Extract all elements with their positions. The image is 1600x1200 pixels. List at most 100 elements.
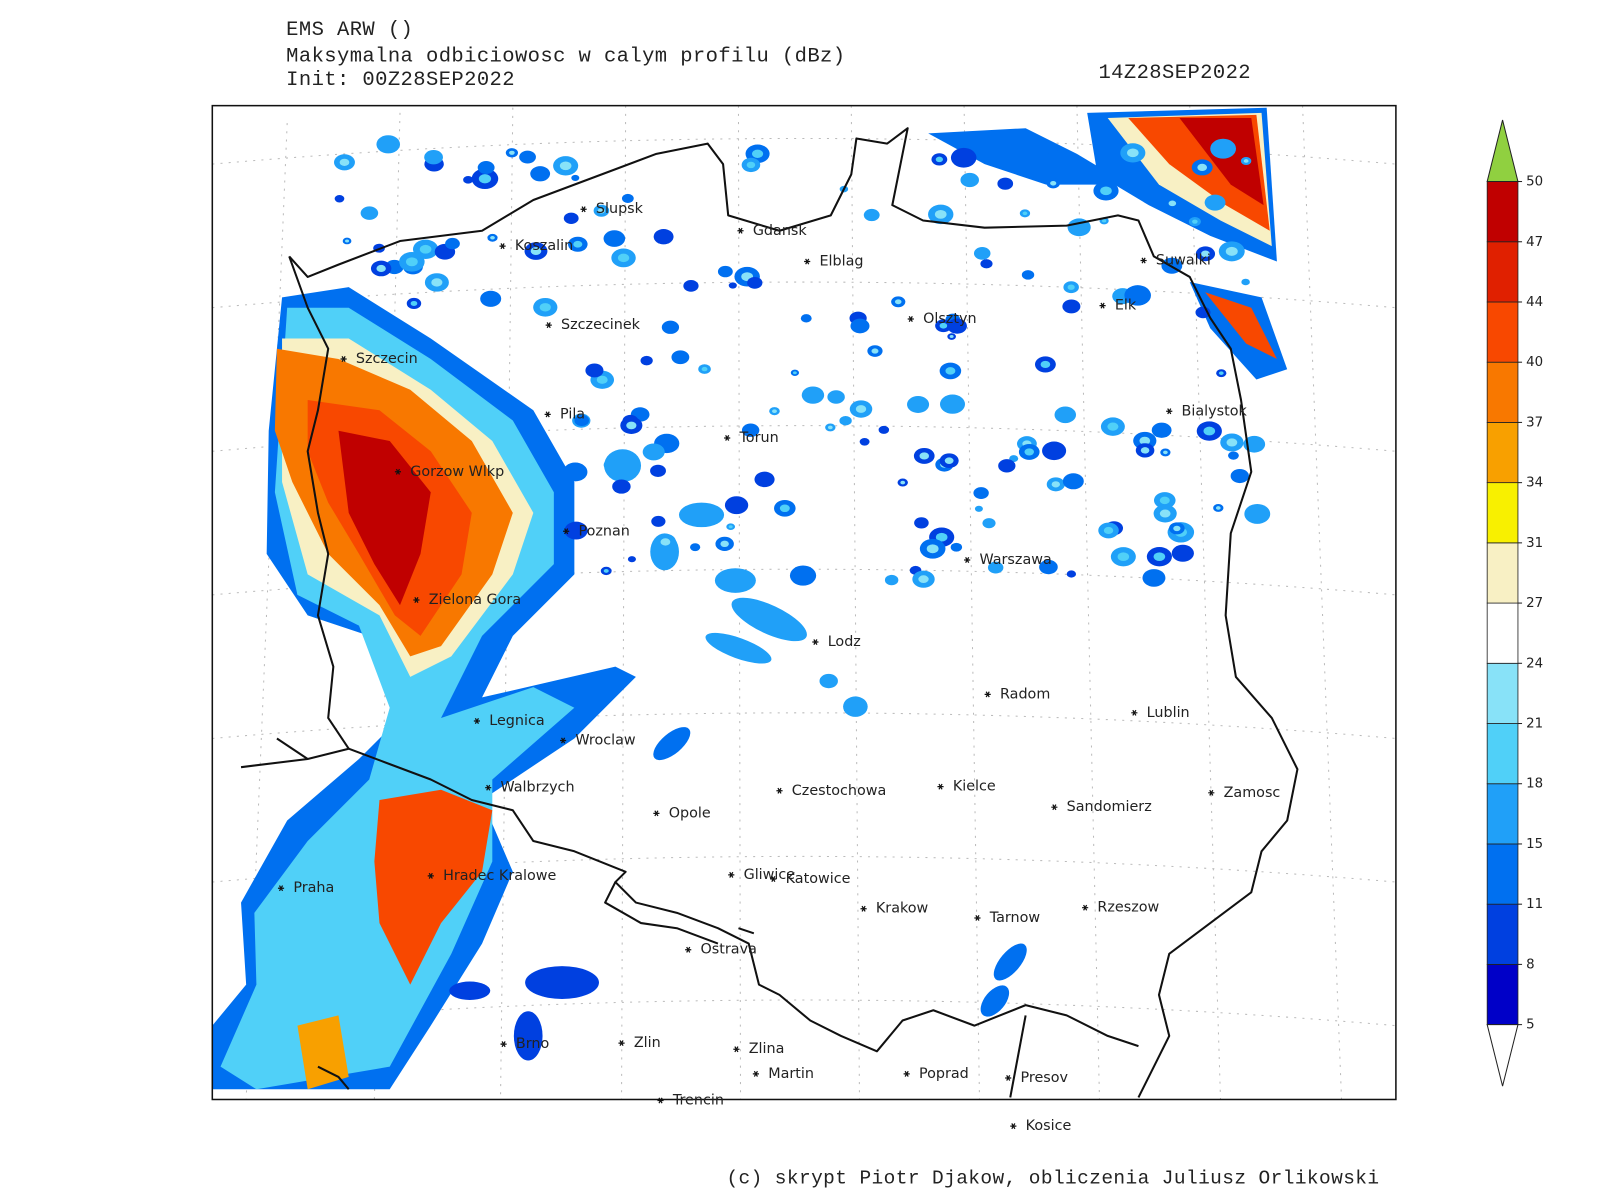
borders bbox=[240, 127, 1299, 1098]
cell bbox=[1204, 194, 1226, 211]
cell-core bbox=[1163, 450, 1168, 455]
cell bbox=[661, 320, 680, 334]
cell bbox=[1228, 451, 1239, 460]
colorbar-label: 44 bbox=[1526, 295, 1543, 310]
city-label: Zlin bbox=[634, 1035, 661, 1051]
below-triangle bbox=[1486, 1024, 1519, 1087]
city-marker bbox=[500, 1041, 507, 1048]
cell bbox=[950, 542, 963, 552]
city-label: Zlina bbox=[749, 1041, 785, 1057]
cell-core bbox=[1192, 219, 1198, 224]
cell-core bbox=[1140, 447, 1150, 454]
cell-core bbox=[1107, 422, 1119, 431]
city-marker bbox=[984, 691, 991, 698]
city-label: Pila bbox=[560, 406, 585, 422]
cell bbox=[997, 177, 1014, 190]
cell-core bbox=[596, 375, 608, 384]
cell-core bbox=[949, 335, 954, 339]
cell-core bbox=[405, 257, 418, 267]
cell-core bbox=[792, 371, 797, 375]
cell-core bbox=[926, 544, 939, 554]
cell bbox=[987, 561, 1004, 574]
city-label: Radom bbox=[1000, 686, 1050, 702]
cell bbox=[530, 166, 551, 182]
city-marker bbox=[657, 1097, 664, 1104]
color-segment bbox=[1486, 422, 1519, 484]
cell-core bbox=[345, 239, 350, 243]
city-marker bbox=[499, 243, 506, 250]
city-label: Krakow bbox=[876, 901, 929, 917]
cell bbox=[789, 565, 817, 586]
colorbar-label: 24 bbox=[1526, 656, 1543, 671]
city-label: Bialystok bbox=[1182, 403, 1248, 419]
cell bbox=[562, 462, 588, 482]
cell-core bbox=[478, 174, 492, 184]
city-marker bbox=[427, 872, 434, 879]
city-marker bbox=[580, 206, 587, 213]
city-marker bbox=[1140, 257, 1147, 264]
cell-core bbox=[1117, 552, 1130, 562]
city-label: Olsztyn bbox=[923, 311, 976, 327]
cell-core bbox=[1197, 163, 1208, 172]
field-title: Maksymalna odbiciowosc w calym profilu (… bbox=[286, 46, 845, 69]
cell-core bbox=[339, 158, 350, 166]
cell-core bbox=[934, 209, 947, 219]
cell bbox=[1241, 278, 1250, 286]
cell-core bbox=[1200, 250, 1210, 258]
cell-core bbox=[1139, 436, 1151, 445]
color-segment bbox=[1486, 662, 1519, 724]
city-marker bbox=[903, 1070, 910, 1077]
city-label: Presov bbox=[1021, 1070, 1069, 1086]
cell-core bbox=[1101, 219, 1107, 223]
cell-core bbox=[419, 244, 432, 254]
cell-core bbox=[935, 532, 948, 542]
city-label: Elblag bbox=[819, 254, 863, 270]
cell-core bbox=[900, 480, 906, 485]
cell bbox=[563, 212, 579, 224]
cell bbox=[1039, 559, 1058, 575]
colorbar: 5 8 11 15 18 21 24 27 31 34 37 40 44 47 50 bbox=[1486, 119, 1543, 1087]
scattered-cells bbox=[334, 135, 1271, 588]
cell bbox=[973, 487, 989, 499]
colorbar-label: 15 bbox=[1526, 837, 1543, 852]
city-label: Torun bbox=[738, 430, 778, 446]
cell bbox=[603, 230, 626, 247]
cell bbox=[480, 290, 502, 307]
cell bbox=[1062, 473, 1084, 490]
city-marker bbox=[1051, 804, 1058, 811]
city-label: Tarnow bbox=[989, 910, 1041, 926]
cell-core bbox=[1100, 186, 1112, 196]
cell bbox=[640, 355, 653, 366]
city-marker bbox=[653, 810, 660, 817]
cell-core bbox=[935, 156, 944, 163]
color-segment bbox=[1486, 542, 1519, 604]
color-segment bbox=[1486, 723, 1519, 785]
cell bbox=[939, 394, 966, 414]
cell bbox=[650, 464, 666, 477]
cell bbox=[741, 423, 760, 437]
cell-core bbox=[944, 457, 954, 464]
cell-core bbox=[1127, 148, 1139, 158]
colorbar-label: 50 bbox=[1526, 175, 1543, 190]
plot-frame bbox=[211, 104, 1397, 1101]
city-label: Gorzow Wlkp bbox=[410, 464, 504, 480]
cell bbox=[863, 208, 880, 222]
city-marker bbox=[544, 411, 551, 418]
cell bbox=[564, 521, 588, 540]
city-marker bbox=[1005, 1074, 1012, 1081]
cell bbox=[671, 350, 690, 365]
cell-core bbox=[746, 161, 756, 169]
city-marker bbox=[733, 1046, 740, 1053]
cell-core bbox=[827, 425, 833, 430]
cell bbox=[947, 318, 967, 334]
city-marker bbox=[545, 322, 552, 329]
cell-core bbox=[918, 575, 929, 584]
cell-core bbox=[728, 525, 733, 529]
cell bbox=[998, 459, 1016, 473]
city-label: Trencin bbox=[672, 1093, 724, 1109]
city-label: Koszalin bbox=[515, 238, 573, 254]
cell bbox=[642, 443, 665, 461]
cell-core bbox=[1226, 438, 1238, 447]
cell bbox=[463, 175, 474, 184]
city-label: Opole bbox=[669, 805, 711, 821]
